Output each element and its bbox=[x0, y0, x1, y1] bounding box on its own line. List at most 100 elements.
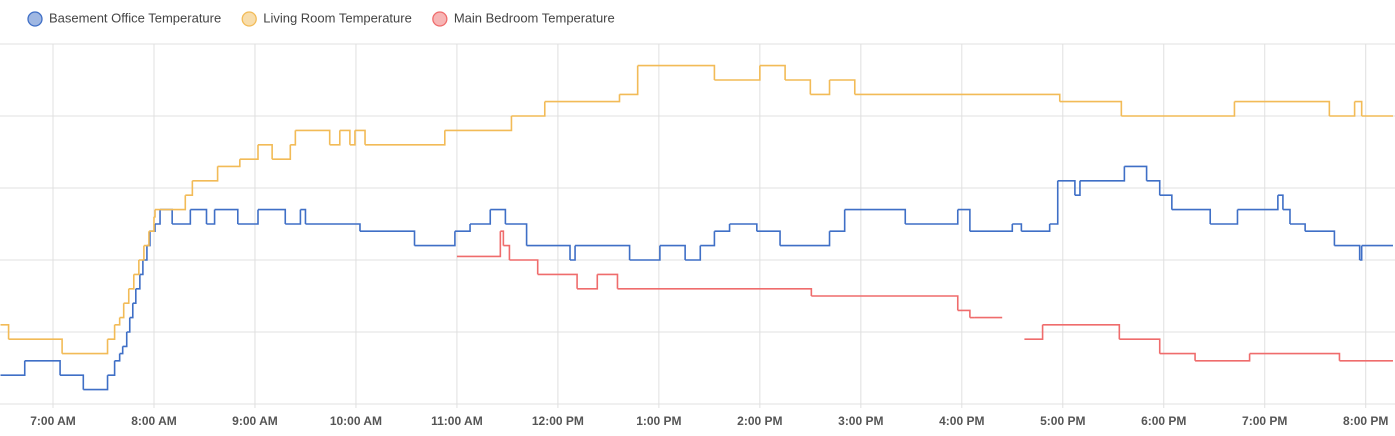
step-segment bbox=[8, 338, 63, 354]
step-segment bbox=[329, 130, 341, 146]
x-tick-label: 10:00 AM bbox=[330, 414, 382, 428]
step-segment bbox=[123, 288, 130, 304]
step-segment bbox=[811, 295, 959, 311]
legend-item: Living Room Temperature bbox=[241, 10, 412, 27]
step-segment bbox=[854, 93, 1061, 102]
step-segment bbox=[905, 209, 959, 225]
step-segment bbox=[290, 130, 297, 146]
step-segment bbox=[714, 65, 761, 81]
step-segment bbox=[537, 273, 578, 289]
step-segment bbox=[1059, 100, 1123, 116]
step-segment bbox=[490, 208, 507, 224]
x-tick-label: 2:00 PM bbox=[737, 414, 782, 428]
legend-swatch bbox=[241, 11, 257, 27]
step-segment bbox=[570, 245, 576, 261]
step-segment bbox=[133, 260, 140, 276]
step-segment bbox=[509, 259, 539, 275]
step-segment bbox=[359, 230, 416, 246]
x-tick-label: 9:00 AM bbox=[232, 414, 278, 428]
legend-swatch bbox=[27, 11, 43, 27]
step-segment bbox=[756, 230, 781, 246]
step-segment bbox=[214, 208, 239, 224]
legend-label: Basement Office Temperature bbox=[49, 10, 221, 25]
step-segment bbox=[829, 209, 846, 232]
step-segment bbox=[1195, 353, 1251, 362]
step-segment bbox=[272, 144, 292, 160]
step-segment bbox=[349, 130, 356, 146]
step-segment bbox=[1012, 223, 1023, 232]
step-segment bbox=[257, 144, 273, 160]
legend-label: Main Bedroom Temperature bbox=[454, 10, 615, 25]
x-tick-label: 1:00 PM bbox=[636, 414, 681, 428]
step-segment bbox=[60, 374, 85, 390]
step-segment bbox=[305, 223, 361, 232]
step-segment bbox=[1021, 224, 1051, 232]
step-segment bbox=[114, 317, 121, 326]
legend-item: Main Bedroom Temperature bbox=[432, 10, 615, 27]
step-segment bbox=[24, 360, 61, 376]
step-segment bbox=[0, 324, 10, 340]
step-segment bbox=[139, 260, 144, 276]
step-segment bbox=[107, 324, 116, 340]
x-tick-label: 12:00 PM bbox=[532, 414, 584, 428]
x-tick-label: 5:00 PM bbox=[1040, 414, 1085, 428]
step-segment bbox=[577, 274, 599, 290]
step-segment bbox=[456, 231, 502, 258]
x-tick-label: 8:00 PM bbox=[1343, 414, 1388, 428]
step-segment bbox=[143, 231, 150, 247]
step-segment bbox=[135, 274, 141, 290]
step-segment bbox=[257, 208, 287, 224]
step-segment bbox=[1049, 180, 1059, 225]
step-segment bbox=[1124, 165, 1148, 181]
step-segment bbox=[126, 317, 131, 333]
step-segment bbox=[122, 332, 128, 348]
step-segment bbox=[714, 224, 731, 232]
step-segment bbox=[160, 208, 173, 224]
step-segment bbox=[1042, 324, 1121, 340]
step-segment bbox=[190, 208, 208, 224]
step-segment bbox=[511, 101, 546, 117]
step-segment bbox=[1121, 101, 1236, 117]
step-segment bbox=[1249, 352, 1341, 361]
step-segment bbox=[637, 64, 716, 80]
step-segment bbox=[119, 303, 125, 319]
step-segment bbox=[1237, 195, 1279, 211]
x-tick-label: 7:00 AM bbox=[30, 414, 76, 428]
series bbox=[0, 165, 1393, 391]
series bbox=[456, 230, 1393, 362]
legend-item: Basement Office Temperature bbox=[27, 10, 221, 27]
step-segment bbox=[1159, 352, 1196, 361]
step-segment bbox=[969, 224, 1014, 232]
x-tick-label: 4:00 PM bbox=[939, 414, 984, 428]
step-segment bbox=[829, 79, 856, 95]
step-segment bbox=[1146, 180, 1161, 196]
step-segment bbox=[617, 288, 813, 296]
step-segment bbox=[107, 360, 116, 376]
step-segment bbox=[1289, 223, 1306, 232]
step-segment bbox=[1354, 100, 1363, 116]
step-segment bbox=[444, 116, 513, 132]
step-segment bbox=[114, 353, 121, 362]
x-tick-label: 3:00 PM bbox=[838, 414, 883, 428]
step-segment bbox=[659, 244, 686, 260]
step-segment bbox=[1210, 209, 1239, 225]
step-segment bbox=[0, 360, 26, 376]
step-segment bbox=[148, 216, 155, 232]
step-segment bbox=[1024, 324, 1044, 340]
step-segment bbox=[155, 209, 161, 225]
step-segment bbox=[544, 94, 621, 103]
step-segment bbox=[619, 65, 639, 96]
step-segment bbox=[172, 209, 192, 225]
series bbox=[0, 64, 1393, 355]
step-segment bbox=[503, 244, 511, 260]
x-tick-label: 11:00 AM bbox=[431, 414, 483, 428]
step-segment bbox=[1074, 180, 1081, 196]
step-segment bbox=[1171, 208, 1212, 224]
step-segment bbox=[1329, 101, 1356, 117]
step-segment bbox=[597, 273, 619, 289]
step-segment bbox=[119, 346, 124, 355]
step-segment bbox=[957, 309, 971, 318]
step-segment bbox=[129, 303, 134, 319]
